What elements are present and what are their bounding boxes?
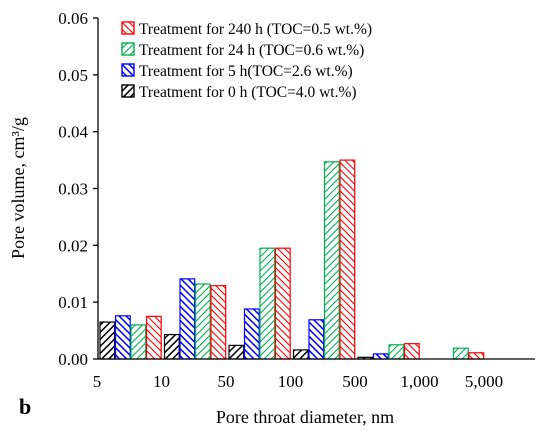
bar-blue-2: [179, 278, 196, 360]
x-tick-label: 5,000: [465, 372, 503, 391]
legend-label-red: Treatment for 240 h (TOC=0.5 wt.%): [139, 21, 372, 38]
bar-red-3: [274, 247, 291, 360]
x-tick-label: 1,000: [400, 372, 438, 391]
legend-swatch-black: [121, 84, 135, 98]
bar-black-2: [163, 333, 180, 360]
legend: Treatment for 240 h (TOC=0.5 wt.%) Treatm…: [121, 21, 372, 101]
y-axis-title: Pore volume, cm³/g: [8, 117, 28, 259]
y-tick-label: 0.01: [58, 293, 88, 312]
legend-label-blue: Treatment for 5 h(TOC=2.6 wt.%): [139, 63, 353, 80]
y-tick-label: 0.05: [58, 66, 88, 85]
y-tick-label: 0.06: [58, 9, 88, 28]
legend-label-green: Treatment for 24 h (TOC=0.6 wt.%): [139, 42, 364, 59]
x-tick-label: 10: [153, 372, 170, 391]
bar-green-1: [130, 324, 147, 360]
legend-swatch-blue: [121, 63, 135, 77]
bar-black-1: [99, 321, 116, 360]
x-tick-label: 500: [342, 372, 368, 391]
bar-green-4: [323, 161, 340, 360]
x-tick-label: 100: [278, 372, 304, 391]
bar-green-3: [259, 247, 276, 360]
bar-red-5: [403, 343, 420, 360]
bar-black-3: [228, 344, 245, 360]
y-axis: 0.00 0.01 0.02 0.03 0.04 0.05 0.06: [58, 9, 99, 369]
bar-blue-4: [308, 319, 325, 360]
x-axis-title: Pore throat diameter, nm: [216, 407, 394, 427]
bar-red-2: [210, 285, 227, 360]
bar-red-4: [339, 159, 356, 360]
y-tick-label: 0.00: [58, 350, 88, 369]
bar-black-4: [292, 349, 309, 360]
x-tick-label: 50: [218, 372, 235, 391]
legend-label-black: Treatment for 0 h (TOC=4.0 wt.%): [139, 84, 357, 101]
bar-green-2: [194, 283, 211, 360]
x-tick-label: 5: [93, 372, 102, 391]
bar-blue-5: [372, 353, 389, 360]
y-tick-label: 0.04: [58, 123, 88, 142]
legend-swatch-red: [121, 21, 135, 35]
x-axis: 5 10 50 100 500 1,000 5,000: [93, 358, 535, 391]
bar-red-1: [145, 315, 162, 360]
bar-red-6: [468, 352, 485, 360]
bar-green-6: [452, 347, 469, 360]
bars-group: [99, 159, 485, 360]
panel-label: b: [19, 394, 31, 419]
legend-swatch-green: [121, 42, 135, 56]
y-tick-label: 0.02: [58, 236, 88, 255]
y-tick-label: 0.03: [58, 180, 88, 199]
bar-blue-3: [243, 308, 260, 360]
bar-blue-1: [114, 315, 131, 360]
bar-green-5: [388, 344, 405, 360]
